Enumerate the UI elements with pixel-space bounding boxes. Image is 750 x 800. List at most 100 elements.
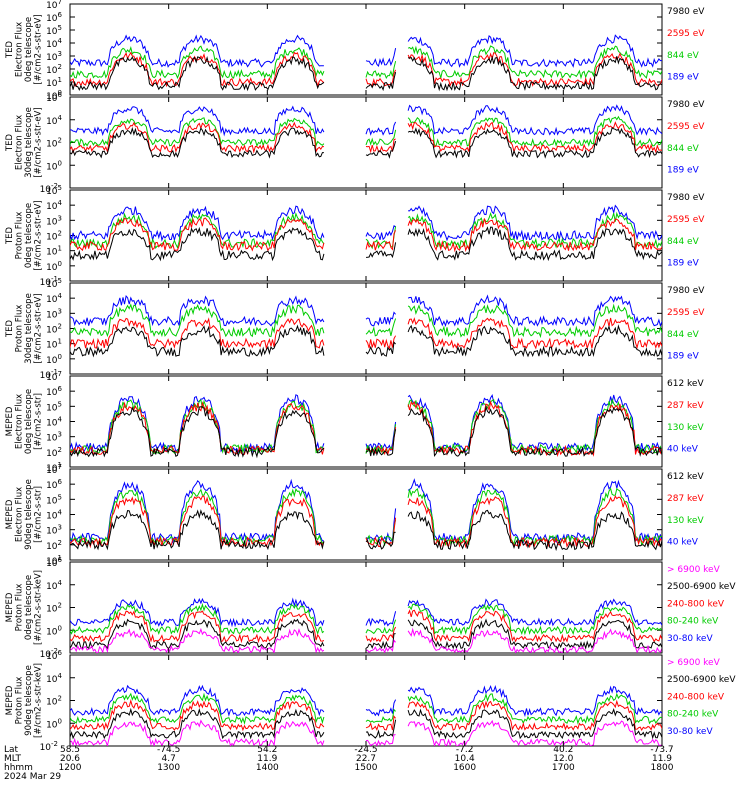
x-tick-label: 10.4 xyxy=(455,754,475,764)
series-group xyxy=(70,684,662,746)
y-tick-label: 102 xyxy=(46,323,62,336)
y-tick-label: 102 xyxy=(46,63,62,76)
x-tick-label: 11.9 xyxy=(652,754,672,764)
legend-entry: 189 eV xyxy=(667,352,700,362)
y-axis-label: Proton Flux xyxy=(14,584,24,632)
legend-entry: 287 keV xyxy=(667,401,704,411)
x-tick-label: 1300 xyxy=(157,763,180,773)
series-line-189-ev xyxy=(70,204,662,242)
series-line-40-kev xyxy=(70,478,662,545)
x-tick-label: -7.2 xyxy=(456,745,474,755)
y-axis-label: [#/cm2-s-str-eV] xyxy=(33,107,43,177)
series-line-2500-6900-kev xyxy=(70,707,662,740)
legend-entry: 189 eV xyxy=(667,73,700,83)
series-line-2595-ev xyxy=(70,121,662,154)
series-line-844-ev xyxy=(70,303,662,339)
x-tick-label: 40.2 xyxy=(553,745,573,755)
y-axis-label: Electron Flux xyxy=(14,22,24,77)
series-group xyxy=(70,478,662,552)
legend-entry: 844 eV xyxy=(667,51,700,61)
series-line-7980-ev xyxy=(70,126,662,159)
y-axis-label: [#/cm2-s-str] xyxy=(33,393,43,450)
series-group xyxy=(70,294,662,358)
series-line-844-ev xyxy=(70,115,662,148)
series-line-30-80-kev xyxy=(70,597,662,628)
y-tick-label: 104 xyxy=(46,292,62,305)
series-line-287-kev xyxy=(70,495,662,549)
x-tick-label: 54.2 xyxy=(257,745,277,755)
panel-frame xyxy=(69,654,663,747)
y-tick-label: 104 xyxy=(46,199,62,212)
y-axis-label: TED xyxy=(5,40,15,59)
x-tick-label: -24.5 xyxy=(354,745,377,755)
y-tick-label: 104 xyxy=(46,114,62,127)
legend-entry: 7980 eV xyxy=(667,7,705,17)
legend-entry: 130 keV xyxy=(667,423,704,433)
panel-frame xyxy=(69,96,663,189)
y-tick-label: 100 xyxy=(46,353,62,366)
x-row-label: Lat xyxy=(4,745,19,755)
series-line-2595-ev xyxy=(70,317,662,350)
y-tick-label: 102 xyxy=(46,137,62,150)
x-tick-label: 20.6 xyxy=(60,754,80,764)
y-axis-label: MEPED xyxy=(5,406,15,436)
y-axis-label: TED xyxy=(5,226,15,245)
panel-frame xyxy=(69,282,663,375)
y-tick-label: 104 xyxy=(46,579,62,592)
y-tick-label: 105 xyxy=(46,400,62,413)
series-line-189-ev xyxy=(70,34,662,68)
series-group xyxy=(70,393,662,459)
series-line-189-ev xyxy=(70,104,662,137)
y-tick-label: 102 xyxy=(46,695,62,708)
y-axis-label: [#/cm2-s-str-keV] xyxy=(33,663,43,738)
series-line-80-240-kev xyxy=(70,602,662,636)
series-line-7980-ev xyxy=(70,324,662,358)
series-line-240-800-kev xyxy=(70,699,662,732)
x-row-label: MLT xyxy=(4,754,22,764)
y-axis-label: TED xyxy=(5,133,15,152)
series-line-40-kev xyxy=(70,393,662,454)
legend-entry: 7980 eV xyxy=(667,193,705,203)
y-tick-label: 10-2 xyxy=(40,740,58,753)
legend-entry: 2595 eV xyxy=(667,215,705,225)
x-tick-label: 1400 xyxy=(256,763,279,773)
x-tick-label: 12.0 xyxy=(553,754,573,764)
series-line-612-kev xyxy=(70,405,662,459)
series-line--6900-kev xyxy=(70,627,662,653)
series-line-2595-ev xyxy=(70,51,662,88)
series-line-240-800-kev xyxy=(70,609,662,644)
y-tick-label: 100 xyxy=(46,260,62,273)
y-axis-label: MEPED xyxy=(5,592,15,622)
series-line-844-ev xyxy=(70,45,662,80)
legend-entry: 30-80 keV xyxy=(667,727,713,737)
y-axis-label: Proton Flux xyxy=(14,212,24,260)
legend-entry: 287 keV xyxy=(667,494,704,504)
x-tick-label: -73.7 xyxy=(650,745,673,755)
legend-entry: 2500-6900 keV xyxy=(667,582,736,592)
x-tick-label: 1700 xyxy=(552,763,575,773)
legend-entry: 240-800 keV xyxy=(667,692,725,702)
y-tick-label: 105 xyxy=(46,493,62,506)
x-tick-label: 1500 xyxy=(355,763,378,773)
legend-entry: 612 keV xyxy=(667,379,704,389)
series-line-7980-ev xyxy=(70,226,662,262)
date-label: 2024 Mar 29 xyxy=(4,772,61,782)
series-group xyxy=(70,104,662,159)
y-tick-label: 103 xyxy=(46,307,62,320)
series-line-30-80-kev xyxy=(70,684,662,718)
legend-entry: 80-240 keV xyxy=(667,617,719,627)
y-axis-label: [#/cm2-s-str-eV] xyxy=(33,293,43,363)
x-tick-label: 58.5 xyxy=(60,745,80,755)
x-tick-label: -74.5 xyxy=(157,745,180,755)
legend-entry: 612 keV xyxy=(667,472,704,482)
x-tick-label: 22.7 xyxy=(356,754,376,764)
y-axis-label: [#/cm2-s-str-eV] xyxy=(33,14,43,84)
y-axis-label: 0deg telescope xyxy=(24,17,34,82)
legend-entry: 844 eV xyxy=(667,144,700,154)
legend-entry: 189 eV xyxy=(667,259,700,269)
